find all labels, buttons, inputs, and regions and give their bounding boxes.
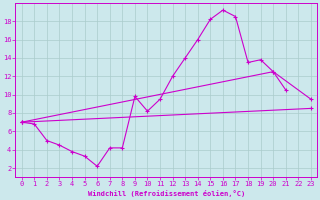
X-axis label: Windchill (Refroidissement éolien,°C): Windchill (Refroidissement éolien,°C) bbox=[88, 190, 245, 197]
